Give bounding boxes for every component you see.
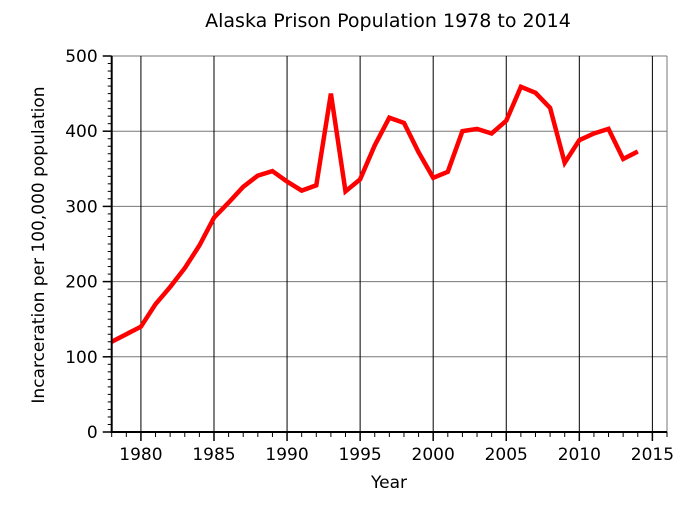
x-tick-label: 2015	[631, 445, 674, 465]
axes	[110, 56, 667, 433]
x-tick-label: 1995	[338, 445, 381, 465]
y-axis-label: Incarceration per 100,000 population	[29, 86, 49, 403]
y-tick-label: 400	[65, 122, 97, 142]
y-tick-label: 300	[65, 197, 97, 217]
x-tick-label: 2000	[412, 445, 455, 465]
x-tick-label: 1980	[119, 445, 162, 465]
chart-title: Alaska Prison Population 1978 to 2014	[205, 10, 571, 32]
x-tick-label: 2010	[558, 445, 601, 465]
tick-labels: 0 100 200 300 400 500 1980 1985 1990 1995 2000 2005…	[65, 47, 674, 465]
grid-lines	[111, 55, 668, 432]
series-line-alaska	[110, 83, 639, 344]
x-tick-label: 2005	[485, 445, 528, 465]
series-lines	[110, 83, 639, 344]
axis-ticks	[102, 55, 668, 441]
x-tick-label: 1990	[265, 445, 308, 465]
x-tick-label: 1985	[192, 445, 235, 465]
y-tick-label: 200	[65, 273, 97, 293]
y-tick-label: 0	[87, 423, 98, 443]
y-tick-label: 500	[65, 47, 97, 67]
x-axis-label: Year	[370, 473, 407, 493]
y-tick-label: 100	[65, 348, 97, 368]
